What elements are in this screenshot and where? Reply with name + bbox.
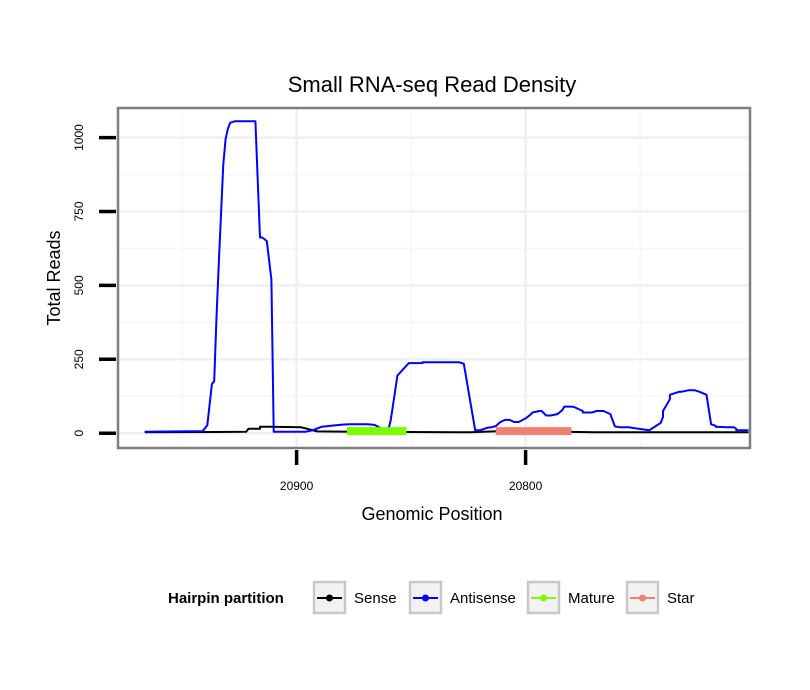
legend-title: Hairpin partition bbox=[168, 590, 284, 607]
legend-key bbox=[526, 580, 561, 615]
legend-label: Mature bbox=[568, 590, 615, 607]
series-line-antisense bbox=[144, 120, 749, 433]
legend-item-sense: Sense bbox=[312, 580, 397, 615]
legend-item-star: Star bbox=[625, 580, 695, 615]
legend-key-point bbox=[326, 594, 333, 602]
legend-item-mature: Mature bbox=[526, 580, 615, 615]
y-tick-label: 0 bbox=[72, 430, 86, 437]
major-gridlines bbox=[118, 108, 750, 448]
legend: Hairpin partition Sense Antisense Mature St… bbox=[168, 580, 695, 615]
x-tick-label: 20900 bbox=[280, 479, 314, 493]
legend-label: Star bbox=[667, 590, 695, 607]
legend-item-antisense: Antisense bbox=[408, 580, 516, 615]
y-tick-label: 1000 bbox=[72, 124, 86, 151]
legend-key-point bbox=[422, 594, 429, 602]
y-axis-title: Total Reads bbox=[44, 230, 64, 325]
series-layer bbox=[144, 120, 749, 436]
y-tick-label: 750 bbox=[72, 201, 86, 221]
legend-label: Sense bbox=[354, 590, 397, 607]
y-tick-label: 250 bbox=[72, 349, 86, 369]
x-axis-title: Genomic Position bbox=[361, 504, 502, 524]
plot-border bbox=[116, 106, 752, 450]
y-axis: 0 250 500 750 1000 bbox=[72, 124, 116, 437]
chart-title: Small RNA-seq Read Density bbox=[288, 72, 577, 97]
x-tick-label: 20800 bbox=[509, 479, 543, 493]
legend-label: Antisense bbox=[450, 590, 516, 607]
series-line-sense bbox=[144, 425, 749, 434]
legend-key-point bbox=[639, 594, 646, 602]
x-axis: 20900 20800 bbox=[280, 450, 543, 493]
legend-key-point bbox=[540, 594, 547, 602]
y-tick-label: 500 bbox=[72, 275, 86, 295]
